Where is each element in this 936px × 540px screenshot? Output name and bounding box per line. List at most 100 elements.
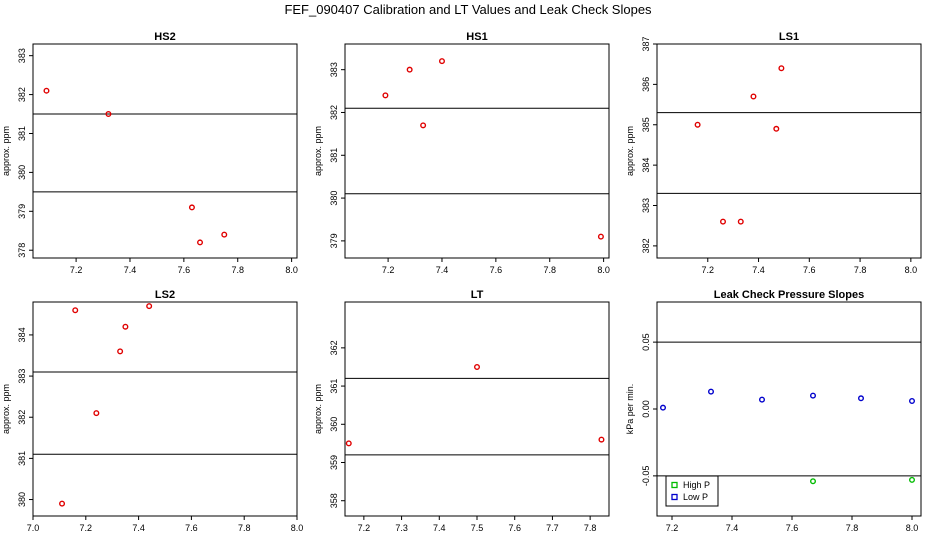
data-point bbox=[105, 111, 112, 118]
data-point bbox=[420, 122, 427, 129]
y-tick-label: 384 bbox=[17, 327, 27, 342]
y-tick-label: 384 bbox=[641, 158, 651, 173]
y-tick-label: 378 bbox=[17, 243, 27, 258]
x-tick-label: 7.8 bbox=[231, 265, 244, 275]
data-point bbox=[759, 396, 766, 403]
y-tick-label: 386 bbox=[641, 77, 651, 92]
y-tick-label: 360 bbox=[329, 417, 339, 432]
y-tick-label: 361 bbox=[329, 379, 339, 394]
y-tick-label: 358 bbox=[329, 493, 339, 508]
y-axis-label: approx. ppm bbox=[1, 384, 11, 434]
data-point bbox=[660, 404, 667, 411]
y-tick-label: 382 bbox=[329, 105, 339, 120]
data-point bbox=[122, 323, 129, 330]
y-tick-label: 383 bbox=[641, 198, 651, 213]
x-tick-label: 8.0 bbox=[906, 523, 919, 533]
y-tick-label: 387 bbox=[641, 36, 651, 51]
panel-4: LT 7.2 7.3 7.4 7.5 7.6 7.7 7.8 358 359 360 361 362 ap… bbox=[313, 289, 610, 533]
legend-marker bbox=[671, 481, 678, 489]
y-tick-label: 0.05 bbox=[641, 333, 651, 351]
y-tick-label: 382 bbox=[17, 410, 27, 425]
x-tick-label: 7.4 bbox=[726, 523, 739, 533]
x-tick-label: 7.2 bbox=[666, 523, 679, 533]
y-axis-label: approx. ppm bbox=[313, 126, 323, 176]
x-tick-label: 7.6 bbox=[786, 523, 799, 533]
data-point bbox=[474, 363, 481, 370]
x-tick-label: 7.2 bbox=[70, 265, 83, 275]
data-point bbox=[72, 307, 79, 314]
legend-label: High P bbox=[683, 480, 710, 490]
panel-title: LS2 bbox=[155, 289, 175, 301]
x-tick-label: 7.6 bbox=[490, 265, 503, 275]
x-tick-label: 7.0 bbox=[27, 523, 40, 533]
data-point bbox=[438, 58, 445, 65]
data-point bbox=[93, 410, 100, 417]
panel-1: HS1 7.2 7.4 7.6 7.8 8.0 379 380 381 382 383 approx.… bbox=[313, 31, 610, 275]
y-tick-label: 379 bbox=[329, 233, 339, 248]
y-tick-label: 380 bbox=[17, 492, 27, 507]
data-point bbox=[59, 500, 66, 507]
y-tick-label: 382 bbox=[641, 238, 651, 253]
x-tick-label: 7.8 bbox=[238, 523, 251, 533]
x-tick-label: 7.8 bbox=[584, 523, 597, 533]
data-point bbox=[188, 204, 195, 211]
x-tick-label: 7.8 bbox=[543, 265, 556, 275]
plot-frame bbox=[344, 43, 610, 259]
legend-label: Low P bbox=[683, 492, 708, 502]
x-tick-label: 7.4 bbox=[752, 265, 765, 275]
x-tick-label: 7.2 bbox=[358, 523, 371, 533]
data-point bbox=[737, 218, 744, 225]
data-point bbox=[708, 388, 715, 395]
data-point bbox=[810, 392, 817, 399]
plot-frame bbox=[656, 43, 922, 259]
y-tick-label: 380 bbox=[17, 165, 27, 180]
data-point bbox=[345, 440, 352, 447]
y-axis-label: kPa per min. bbox=[625, 384, 635, 435]
data-point bbox=[720, 218, 727, 225]
y-axis-label: approx. ppm bbox=[625, 126, 635, 176]
x-tick-label: 7.6 bbox=[178, 265, 191, 275]
data-point bbox=[43, 87, 50, 94]
x-tick-label: 8.0 bbox=[597, 265, 610, 275]
x-tick-label: 7.2 bbox=[382, 265, 395, 275]
x-tick-label: 7.4 bbox=[124, 265, 137, 275]
x-tick-label: 8.0 bbox=[905, 265, 918, 275]
x-tick-label: 7.2 bbox=[80, 523, 93, 533]
data-point bbox=[598, 436, 605, 443]
plot-frame bbox=[344, 301, 610, 517]
data-point bbox=[117, 348, 124, 355]
chart-panels: HS2 7.2 7.4 7.6 7.8 8.0 378 379 380 381 382 383 appr… bbox=[1, 31, 922, 533]
y-tick-label: 381 bbox=[329, 148, 339, 163]
y-tick-label: 383 bbox=[329, 62, 339, 77]
y-tick-label: 382 bbox=[17, 87, 27, 102]
data-point bbox=[858, 395, 865, 402]
x-tick-label: 8.0 bbox=[291, 523, 304, 533]
x-tick-label: 7.7 bbox=[546, 523, 559, 533]
data-point bbox=[382, 92, 389, 99]
panel-title: HS1 bbox=[466, 31, 487, 43]
y-tick-label: 379 bbox=[17, 204, 27, 219]
y-axis-label: approx. ppm bbox=[313, 384, 323, 434]
data-point bbox=[221, 231, 228, 238]
panel-title: HS2 bbox=[154, 31, 175, 43]
y-tick-label: 385 bbox=[641, 117, 651, 132]
data-point bbox=[773, 125, 780, 132]
x-tick-label: 7.8 bbox=[846, 523, 859, 533]
figure-title: FEF_090407 Calibration and LT Values and… bbox=[284, 2, 652, 17]
data-point bbox=[778, 65, 785, 72]
data-point bbox=[197, 239, 204, 246]
plot-frame bbox=[32, 43, 298, 259]
x-tick-label: 7.4 bbox=[436, 265, 449, 275]
x-tick-label: 7.6 bbox=[185, 523, 198, 533]
panel-5: Leak Check Pressure Slopes 7.2 7.4 7.6 7.8 8.… bbox=[625, 289, 922, 533]
legend-box bbox=[665, 475, 719, 507]
y-axis-label: approx. ppm bbox=[1, 126, 11, 176]
panel-title: Leak Check Pressure Slopes bbox=[714, 289, 864, 301]
y-tick-label: 362 bbox=[329, 340, 339, 355]
x-tick-label: 7.2 bbox=[702, 265, 715, 275]
x-tick-label: 7.8 bbox=[854, 265, 867, 275]
data-point bbox=[597, 233, 604, 240]
data-point bbox=[750, 93, 757, 100]
x-tick-label: 7.4 bbox=[132, 523, 145, 533]
